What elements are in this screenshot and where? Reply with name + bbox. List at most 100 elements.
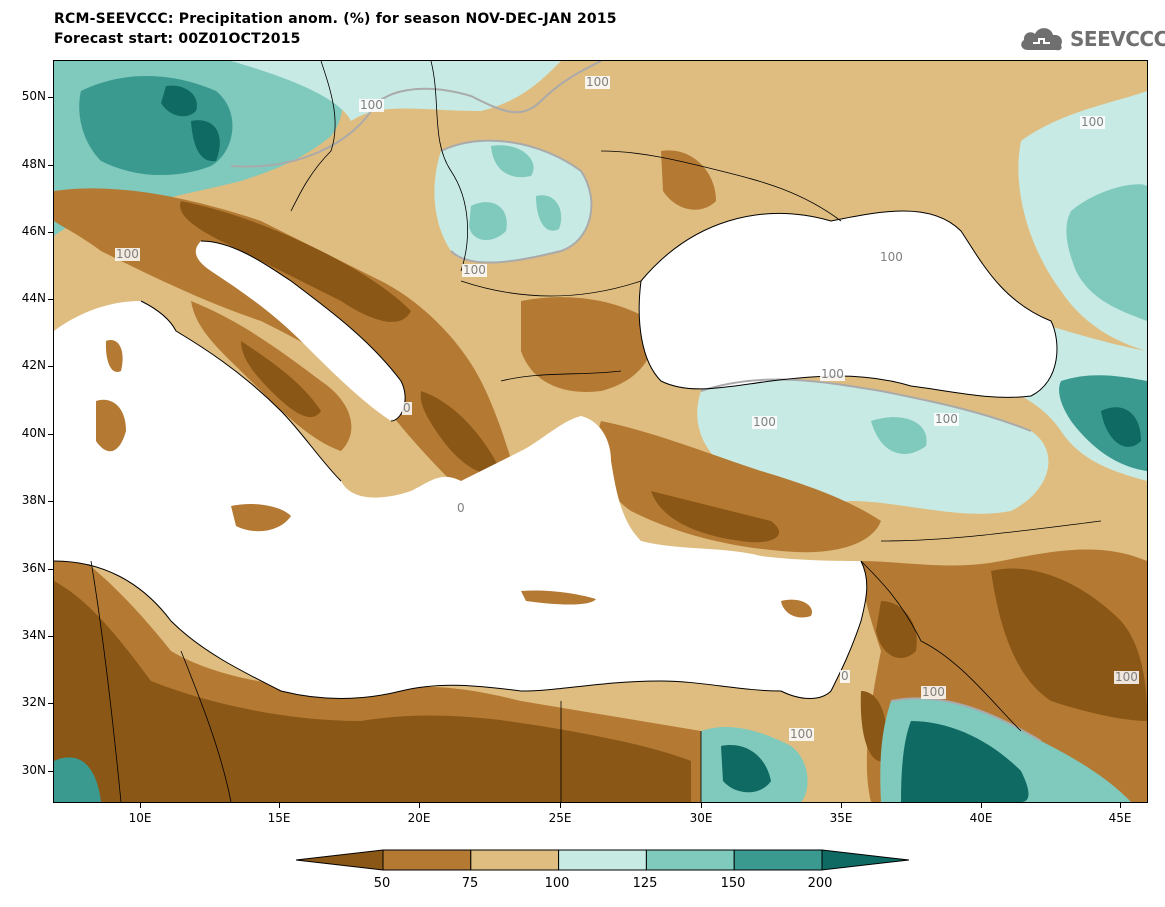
- contour-line-100-north: [230, 61, 602, 168]
- colorbar-swatch: [558, 849, 647, 871]
- latitude-label: 36N: [21, 561, 46, 575]
- wet-core-caucasus: [1101, 407, 1141, 447]
- colorbar-swatch: [296, 849, 384, 871]
- latitude-tick: [48, 636, 54, 637]
- wet-area-caucasus: [1059, 375, 1147, 471]
- colorbar-swatch: [645, 849, 735, 871]
- latitude-tick: [48, 501, 54, 502]
- contour-label: 100: [359, 98, 384, 112]
- coastlines: [54, 210, 1058, 699]
- latitude-label: 30N: [21, 763, 46, 777]
- precipitation-anomaly-map: 100 100 100 100 100 100 100 100 100 100 …: [53, 60, 1148, 803]
- adriatic-sea: [195, 241, 406, 421]
- wet-patches-carpathians: [469, 145, 562, 241]
- longitude-tick: [279, 803, 280, 808]
- latitude-tick: [48, 771, 54, 772]
- longitude-label: 10E: [128, 811, 152, 825]
- contour-label: 100: [462, 263, 487, 277]
- contour-label: 100: [1114, 670, 1139, 684]
- latitude-label: 44N: [21, 291, 46, 305]
- dry-area-bulgaria: [521, 297, 654, 392]
- contour-label: 0: [456, 501, 466, 515]
- longitude-tick: [560, 803, 561, 808]
- longitude-label: 25E: [548, 811, 572, 825]
- contour-line-100-anatolia: [700, 378, 1032, 432]
- corsica-island: [105, 340, 123, 372]
- wet-area-russia: [1066, 184, 1147, 321]
- wet-area-algeria: [54, 757, 101, 802]
- latitude-label: 48N: [21, 157, 46, 171]
- contour-label: 100: [752, 415, 777, 429]
- contour-line-100-carpathians: [440, 139, 593, 264]
- contour-line-100-arabia: [890, 697, 1042, 742]
- longitude-tick: [419, 803, 420, 808]
- colorbar-tick-label: 100: [544, 876, 570, 891]
- wet-max-central-europe: [161, 85, 220, 162]
- contour-label: 100: [789, 727, 814, 741]
- longitude-tick: [1120, 803, 1121, 808]
- colorbar-swatch: [733, 849, 823, 871]
- chart-title-line1: RCM-SEEVCCC: Precipitation anom. (%) for…: [54, 11, 617, 27]
- colorbar-swatch: [821, 849, 909, 871]
- latitude-tick: [48, 299, 54, 300]
- very-dry-area-iraq: [991, 568, 1147, 721]
- very-dry-area-dinarides: [180, 201, 411, 322]
- contour-label: 100: [820, 367, 845, 381]
- wet-patch-anatolia: [871, 417, 927, 454]
- contour-label: 0: [402, 401, 412, 415]
- latitude-tick: [48, 165, 54, 166]
- black-sea: [639, 211, 1057, 398]
- latitude-label: 40N: [21, 426, 46, 440]
- longitude-label: 20E: [407, 811, 431, 825]
- dry-area-balkans: [54, 188, 521, 501]
- colorbar-tick-label: 75: [461, 876, 479, 891]
- chart-title-line2: Forecast start: 00Z01OCT2015: [54, 31, 301, 47]
- longitude-label: 35E: [829, 811, 853, 825]
- latitude-tick: [48, 97, 54, 98]
- longitude-tick: [140, 803, 141, 808]
- crete-island: [521, 590, 596, 605]
- very-dry-area-italy: [241, 341, 321, 418]
- dry-area-south-anatolia: [597, 421, 881, 553]
- wet-core-arabia: [901, 721, 1029, 802]
- cyprus-island: [781, 599, 812, 618]
- contour-label: 100: [1080, 115, 1105, 129]
- latitude-label: 34N: [21, 628, 46, 642]
- contour-label: 100: [585, 75, 610, 89]
- contour-label: 100: [921, 685, 946, 699]
- mediterranean-sea: [54, 301, 867, 699]
- colorbar-tick-label: 50: [373, 876, 391, 891]
- sicily-island: [231, 504, 291, 532]
- colorbar-tick-label: 200: [807, 876, 833, 891]
- contour-label: 100: [879, 250, 904, 264]
- contour-label: 100: [934, 412, 959, 426]
- cloud-icon: [1021, 28, 1063, 51]
- sardinia-island: [96, 399, 126, 452]
- longitude-tick: [981, 803, 982, 808]
- latitude-tick: [48, 232, 54, 233]
- longitude-label: 30E: [689, 811, 713, 825]
- very-dry-area-sahara: [54, 581, 691, 802]
- latitude-label: 42N: [21, 358, 46, 372]
- wet-core-sinai: [721, 745, 771, 793]
- map-canvas: [54, 61, 1147, 802]
- longitude-tick: [701, 803, 702, 808]
- colorbar-tick-label: 125: [632, 876, 658, 891]
- latitude-tick: [48, 703, 54, 704]
- colorbar-legend: [296, 849, 909, 871]
- latitude-label: 38N: [21, 493, 46, 507]
- seevccc-logo: SEEVCCC: [1018, 22, 1165, 56]
- colorbar-swatch: [382, 849, 472, 871]
- dry-area-moldova: [661, 150, 716, 210]
- latitude-tick: [48, 366, 54, 367]
- latitude-label: 50N: [21, 89, 46, 103]
- country-borders: [90, 61, 1102, 802]
- logo-text: SEEVCCC: [1070, 27, 1165, 51]
- latitude-tick: [48, 569, 54, 570]
- latitude-label: 32N: [21, 695, 46, 709]
- contour-label: 0: [840, 669, 850, 683]
- very-dry-area-levant: [860, 601, 917, 762]
- longitude-label: 15E: [267, 811, 291, 825]
- latitude-tick: [48, 434, 54, 435]
- normal-area-north: [231, 61, 561, 121]
